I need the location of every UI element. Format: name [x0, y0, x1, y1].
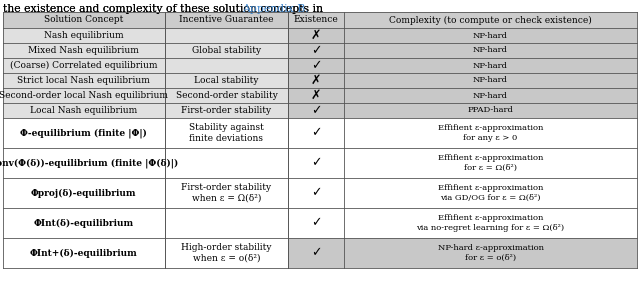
- Bar: [344, 103, 637, 118]
- Bar: [164, 148, 288, 178]
- Text: Solution Concept: Solution Concept: [44, 15, 124, 24]
- Text: NP-hard: NP-hard: [473, 46, 508, 55]
- Text: the existence and complexity of these solution concepts in: the existence and complexity of these so…: [3, 4, 326, 14]
- Text: First-order stability: First-order stability: [181, 106, 271, 115]
- Text: Conv(Φ(δ))-equilibrium (finite |Φ(δ)|): Conv(Φ(δ))-equilibrium (finite |Φ(δ)|): [0, 158, 179, 168]
- Bar: [3, 88, 164, 103]
- Bar: [3, 148, 164, 178]
- Bar: [3, 208, 164, 238]
- Bar: [288, 58, 344, 73]
- Text: NP-hard ε-approximation
for ε = o(δ²): NP-hard ε-approximation for ε = o(δ²): [438, 244, 543, 262]
- Bar: [288, 118, 344, 148]
- Text: ✓: ✓: [311, 217, 321, 229]
- Text: the existence and complexity of these solution concepts in: the existence and complexity of these so…: [3, 4, 326, 14]
- Text: NP-hard: NP-hard: [473, 92, 508, 99]
- Bar: [344, 58, 637, 73]
- Text: High-order stability
when ε = o(δ²): High-order stability when ε = o(δ²): [181, 243, 272, 263]
- Bar: [3, 58, 164, 73]
- Text: Φ-equilibrium (finite |Φ|): Φ-equilibrium (finite |Φ|): [20, 128, 147, 138]
- Text: Second-order local Nash equilibrium: Second-order local Nash equilibrium: [0, 91, 168, 100]
- Bar: [288, 73, 344, 88]
- Bar: [164, 103, 288, 118]
- Text: First-order stability
when ε = Ω(δ²): First-order stability when ε = Ω(δ²): [181, 183, 271, 203]
- Text: PPAD-hard: PPAD-hard: [468, 106, 513, 115]
- Bar: [3, 103, 164, 118]
- Text: Second-order stability: Second-order stability: [175, 91, 277, 100]
- Text: Mixed Nash equilibrium: Mixed Nash equilibrium: [28, 46, 140, 55]
- Text: ✗: ✗: [311, 74, 321, 87]
- Text: Effifient ε-approximation
for any ε > 0: Effifient ε-approximation for any ε > 0: [438, 124, 543, 142]
- Bar: [164, 178, 288, 208]
- Bar: [344, 208, 637, 238]
- Bar: [164, 208, 288, 238]
- Bar: [288, 88, 344, 103]
- Bar: [164, 238, 288, 268]
- Text: Incentive Guarantee: Incentive Guarantee: [179, 15, 274, 24]
- Bar: [3, 28, 164, 43]
- Bar: [344, 148, 637, 178]
- Text: ✓: ✓: [311, 126, 321, 139]
- Bar: [164, 88, 288, 103]
- Text: Effifient ε-approximation
for ε = Ω(δ²): Effifient ε-approximation for ε = Ω(δ²): [438, 154, 543, 172]
- Text: ✓: ✓: [311, 157, 321, 169]
- Bar: [288, 28, 344, 43]
- Bar: [288, 178, 344, 208]
- Bar: [3, 118, 164, 148]
- Text: Local Nash equilibrium: Local Nash equilibrium: [30, 106, 138, 115]
- Bar: [164, 118, 288, 148]
- Text: Existence: Existence: [294, 15, 339, 24]
- Text: ✓: ✓: [311, 186, 321, 200]
- Text: NP-hard: NP-hard: [473, 32, 508, 39]
- Text: Nash equilibrium: Nash equilibrium: [44, 31, 124, 40]
- Text: NP-hard: NP-hard: [473, 61, 508, 70]
- Bar: [344, 43, 637, 58]
- Bar: [344, 28, 637, 43]
- Text: ✓: ✓: [311, 246, 321, 260]
- Text: NP-hard: NP-hard: [473, 77, 508, 84]
- Text: Complexity (to compute or check existence): Complexity (to compute or check existenc…: [389, 15, 592, 25]
- Bar: [3, 12, 637, 28]
- Bar: [164, 58, 288, 73]
- Bar: [288, 148, 344, 178]
- Bar: [344, 238, 637, 268]
- Bar: [288, 103, 344, 118]
- Text: ✓: ✓: [311, 59, 321, 72]
- Text: the existence and complexity of these solution concepts in Appendix B.: the existence and complexity of these so…: [3, 4, 393, 14]
- Bar: [288, 238, 344, 268]
- Text: Stability against
finite deviations: Stability against finite deviations: [189, 123, 264, 143]
- Bar: [344, 88, 637, 103]
- Text: ✓: ✓: [311, 44, 321, 57]
- Text: (Coarse) Correlated equilibrium: (Coarse) Correlated equilibrium: [10, 61, 157, 70]
- Text: Effifient ε-approximation
via GD/OG for ε = Ω(δ²): Effifient ε-approximation via GD/OG for …: [438, 184, 543, 202]
- Bar: [3, 43, 164, 58]
- Bar: [3, 178, 164, 208]
- Bar: [344, 73, 637, 88]
- Bar: [164, 73, 288, 88]
- Text: ✗: ✗: [311, 29, 321, 42]
- Bar: [3, 73, 164, 88]
- Bar: [344, 118, 637, 148]
- Bar: [344, 178, 637, 208]
- Text: Effifient ε-approximation
via no-regret learning for ε = Ω(δ²): Effifient ε-approximation via no-regret …: [417, 214, 564, 232]
- Text: Strict local Nash equilibrium: Strict local Nash equilibrium: [17, 76, 150, 85]
- Text: Global stability: Global stability: [192, 46, 261, 55]
- Text: ΦInt+(δ)-equilibrium: ΦInt+(δ)-equilibrium: [30, 249, 138, 258]
- Bar: [164, 43, 288, 58]
- Text: Φproj(δ)-equilibrium: Φproj(δ)-equilibrium: [31, 188, 136, 197]
- Text: ✓: ✓: [311, 104, 321, 117]
- Text: Local stability: Local stability: [194, 76, 259, 85]
- Text: ΦInt(δ)-equilibrium: ΦInt(δ)-equilibrium: [34, 218, 134, 228]
- Bar: [288, 43, 344, 58]
- Bar: [164, 28, 288, 43]
- Text: Appendix B.: Appendix B.: [242, 4, 308, 14]
- Text: ✗: ✗: [311, 89, 321, 102]
- Bar: [3, 238, 164, 268]
- Bar: [288, 208, 344, 238]
